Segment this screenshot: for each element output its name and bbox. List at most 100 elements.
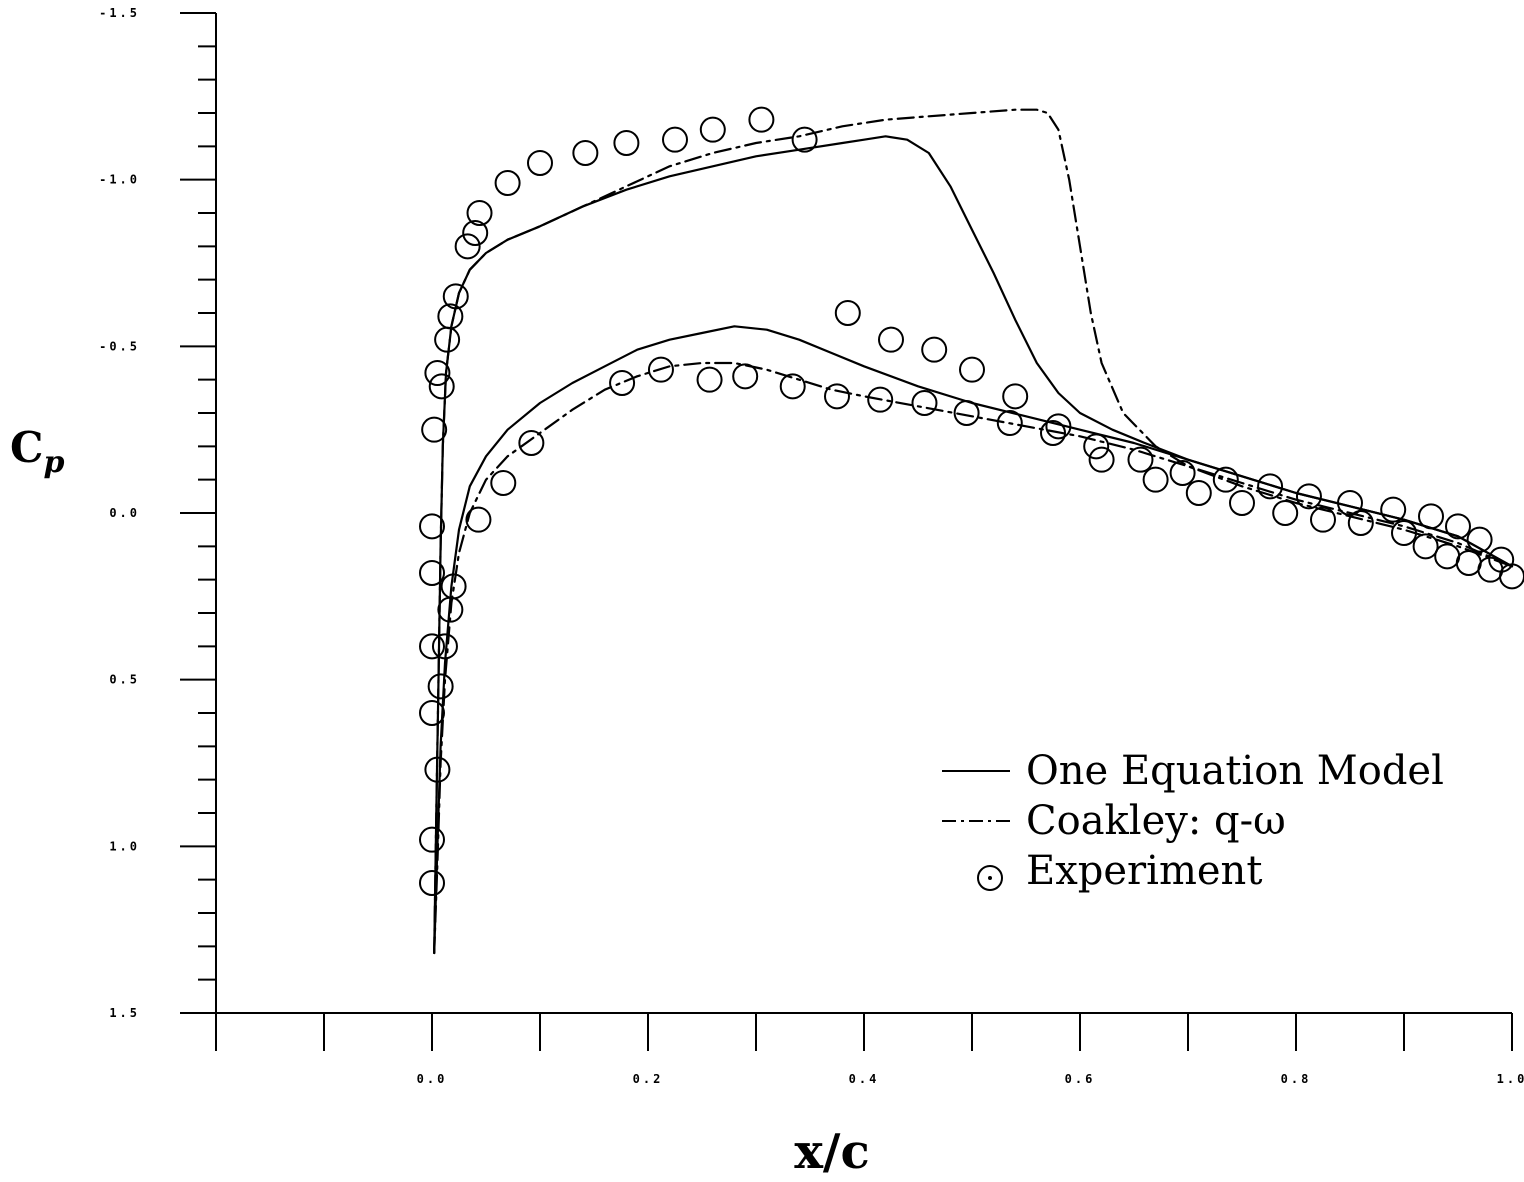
experiment-point (421, 416, 448, 443)
x-tick-label: 1.0 (1497, 1072, 1524, 1086)
experiment-point (465, 506, 492, 533)
experiment-point (424, 756, 451, 783)
experiment-point (834, 300, 861, 326)
experiment-point (466, 200, 493, 226)
experiment-point (434, 326, 461, 353)
experiment-point (1477, 556, 1504, 583)
experiment-point (462, 220, 489, 246)
experiment-point (419, 826, 445, 853)
x-axis-title: x/c (794, 1124, 869, 1180)
experiment-point (959, 356, 985, 383)
experiment-point (518, 430, 545, 456)
experiment-point (1295, 483, 1322, 510)
experiment-point (1391, 520, 1417, 546)
legend-circle-marker (977, 865, 1003, 891)
experiment-point (1142, 466, 1169, 493)
legend-label-one-equation: One Equation Model (1026, 748, 1444, 794)
experiment-point (662, 126, 688, 153)
experiment-point (1310, 506, 1336, 533)
experiment-point (1169, 460, 1196, 486)
y-tick-label: -1.0 (99, 173, 140, 187)
experiment-point (527, 150, 553, 176)
experiment-point (696, 366, 723, 393)
experiment-point (878, 326, 904, 353)
experiment-point (732, 363, 759, 390)
experiment-point (1045, 413, 1072, 440)
legend-circle-dot (988, 876, 992, 880)
x-tick-label: 0.8 (1281, 1072, 1312, 1086)
experiment-point (609, 370, 636, 396)
y-tick-label: 0.5 (109, 673, 140, 687)
x-tick-label: 0.4 (849, 1072, 880, 1086)
experiment-point (1083, 433, 1110, 460)
y-tick-label: -0.5 (99, 339, 140, 353)
coakley-curve-lower (433, 361, 1514, 955)
experiment-point (1272, 500, 1299, 526)
experiment-point (1185, 480, 1212, 506)
experiment-point (1488, 546, 1515, 573)
experiment-point (1257, 473, 1284, 500)
experiment-point (419, 700, 445, 726)
experiment-point (454, 233, 481, 260)
experiment-point (1466, 526, 1493, 553)
y-tick-label: 1.5 (109, 1006, 140, 1020)
experiment-point (1380, 496, 1407, 523)
experiment-point (431, 633, 458, 660)
experiment-point (419, 870, 445, 896)
x-tick-label: 0.0 (417, 1072, 448, 1086)
experiment-point (1499, 563, 1524, 590)
experiment-point (791, 126, 818, 153)
experiment-point (1455, 550, 1482, 576)
experiment-point (1445, 513, 1471, 540)
experiment-point (1040, 420, 1066, 446)
experiment-point (996, 410, 1023, 436)
experiment-point (748, 106, 775, 133)
x-tick-label: 0.6 (1065, 1072, 1096, 1086)
legend: One Equation Model Coakley: q-ω Experime… (942, 748, 1444, 894)
y-tick-label: 0.0 (109, 506, 140, 520)
experiment-point (572, 140, 599, 166)
y-axis-title-main: C (10, 423, 43, 472)
experiment-point (1418, 503, 1444, 530)
legend-label-coakley: Coakley: q-ω (1026, 798, 1286, 844)
experiment-point (1212, 466, 1239, 493)
experiment-point (440, 573, 467, 600)
y-axis-ticks: -1.5 -1.0 -0.5 0.0 0.5 1.0 1.5 (99, 6, 216, 1020)
experiment-point (419, 633, 445, 660)
experiment-point (911, 390, 938, 416)
axes: -1.5 -1.0 -0.5 0.0 0.5 1.0 1.5 0.0 0.2 0.4 0.6 0.8… (99, 6, 1524, 1086)
x-axis-ticks: 0.0 0.2 0.4 0.6 0.8 1.0 (215, 1013, 1524, 1086)
series-layer (433, 108, 1514, 955)
y-tick-label: 1.0 (109, 839, 140, 853)
experiment-point (494, 170, 521, 196)
experiment-point (779, 373, 806, 400)
experiment-point (824, 383, 850, 410)
experiment-point (442, 283, 469, 310)
experiment-point (921, 336, 948, 363)
experiment-point (1337, 490, 1363, 516)
experiment-point (1412, 533, 1439, 560)
experiment-point (699, 116, 726, 143)
one-equation-curve-upper (433, 135, 1514, 955)
experiment-markers (419, 106, 1524, 896)
experiment-point (613, 130, 640, 156)
legend-label-experiment: Experiment (1026, 848, 1262, 894)
experiment-point (953, 400, 980, 426)
experiment-point (419, 513, 445, 540)
experiment-point (867, 386, 894, 413)
experiment-point (427, 673, 454, 700)
one-equation-curve-lower (433, 325, 1514, 955)
experiment-point (647, 356, 674, 383)
experiment-point (1088, 446, 1115, 473)
experiment-point (1127, 446, 1154, 473)
coakley-curve-upper (433, 108, 1514, 955)
experiment-point (1229, 490, 1255, 516)
x-tick-label: 0.2 (633, 1072, 664, 1086)
experiment-point (437, 303, 464, 330)
y-tick-label: -1.5 (99, 6, 140, 20)
experiment-point (1347, 510, 1374, 536)
experiment-point (1002, 383, 1029, 410)
experiment-point (428, 373, 455, 400)
experiment-point (419, 560, 445, 586)
